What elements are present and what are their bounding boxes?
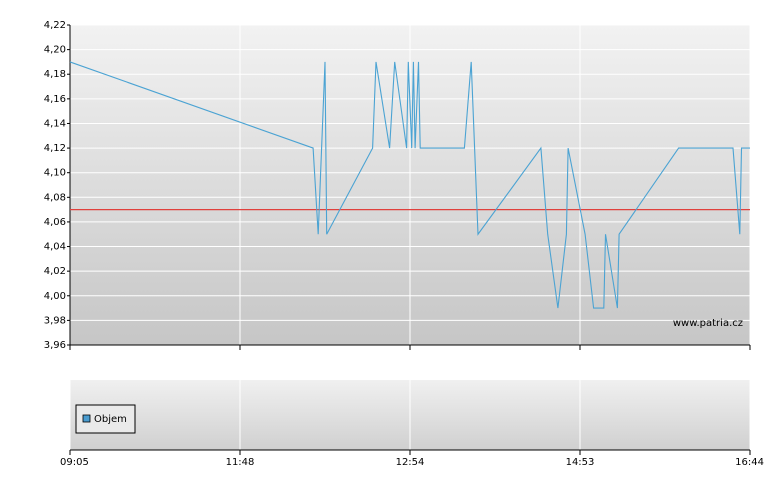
y-tick-label: 4,22 — [44, 20, 66, 31]
y-tick-label: 4,04 — [44, 242, 66, 253]
legend-label: Objem — [94, 414, 127, 425]
watermark: www.patria.cz — [673, 318, 743, 329]
y-tick-label: 4,12 — [44, 143, 66, 154]
price-line — [69, 61, 750, 309]
y-tick-label: 4,08 — [44, 192, 66, 203]
x-tick-label: 16:44 — [735, 457, 764, 468]
y-tick-label: 4,20 — [44, 45, 66, 56]
legend-swatch — [82, 414, 91, 423]
y-tick-label: 4,02 — [44, 266, 66, 277]
y-tick-label: 3,98 — [44, 315, 66, 326]
y-tick-label: 4,16 — [44, 94, 66, 105]
x-tick-label: 12:54 — [396, 457, 425, 468]
x-tick-label: 09:05 — [60, 457, 89, 468]
x-tick-label: 11:48 — [226, 457, 255, 468]
x-tick-label: 14:53 — [566, 457, 595, 468]
y-tick-label: 4,14 — [44, 118, 66, 129]
y-tick-label: 4,18 — [44, 69, 66, 80]
y-tick-label: 4,06 — [44, 217, 66, 228]
y-tick-label: 4,00 — [44, 291, 66, 302]
y-tick-label: 3,96 — [44, 340, 66, 351]
y-tick-label: 4,10 — [44, 168, 66, 179]
